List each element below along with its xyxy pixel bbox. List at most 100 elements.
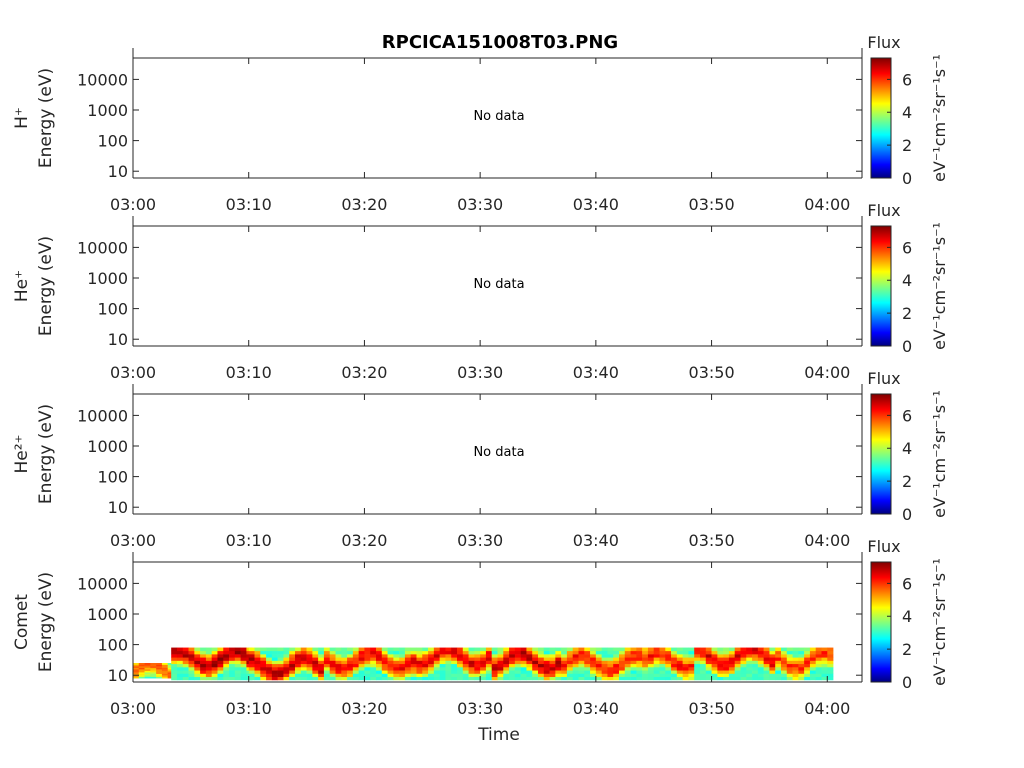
spectrogram-cell <box>277 654 284 658</box>
y-tick-label: 1000 <box>87 605 128 624</box>
spectrogram-cell <box>566 676 574 681</box>
spectrogram-cell <box>254 673 261 678</box>
spectrogram-segment <box>248 647 325 681</box>
spectrogram-cell <box>613 647 620 652</box>
spectrogram-cell <box>474 654 481 658</box>
spectrogram-cell <box>439 663 446 668</box>
colorbar-title: Flux <box>867 537 900 556</box>
spectrogram-cell <box>138 670 145 673</box>
spectrogram-cell <box>306 670 313 674</box>
spectrogram-cell <box>815 663 822 668</box>
spectrogram-cell <box>167 664 174 667</box>
spectrogram-cell <box>485 650 493 655</box>
spectrogram-cell <box>561 667 568 671</box>
spectrogram-cell <box>370 663 377 668</box>
spectrogram-cell <box>457 647 464 652</box>
spectrogram-cell <box>399 650 406 655</box>
spectrogram-cell <box>676 670 683 674</box>
spectrogram-cell <box>254 676 261 681</box>
spectrogram-cell <box>746 650 753 655</box>
spectrogram-cell <box>150 676 157 679</box>
spectrogram-cell <box>549 676 556 681</box>
spectrogram-cell <box>601 670 608 674</box>
spectrogram-cell <box>341 647 348 652</box>
spectrogram-cell <box>532 657 539 661</box>
spectrogram-cell <box>688 670 695 674</box>
spectrogram-cell <box>138 667 145 670</box>
spectrogram-cell <box>595 663 602 668</box>
spectrogram-cell <box>798 667 805 671</box>
spectrogram-cell <box>595 650 602 655</box>
spectrogram-cell <box>150 673 157 676</box>
spectrogram-cell <box>786 676 793 681</box>
spectrogram-cell <box>555 647 562 652</box>
spectrogram-cell <box>205 657 212 661</box>
spectrogram-cell <box>786 663 793 668</box>
spectrogram-cell <box>404 654 412 658</box>
spectrogram-cell <box>497 673 504 678</box>
spectrogram-cell <box>647 670 655 674</box>
spectrogram-cell <box>393 654 400 658</box>
spectrogram-cell <box>485 670 493 674</box>
spectrogram-cell <box>240 650 247 655</box>
spectrogram-cell <box>763 654 770 658</box>
spectrogram-cell <box>176 663 184 668</box>
no-data-message: No data <box>473 445 524 460</box>
spectrogram-cell <box>240 673 247 678</box>
spectrogram-cell <box>468 670 475 674</box>
x-tick-label: 03:10 <box>226 195 272 214</box>
spectrogram-cell <box>194 647 201 652</box>
spectrogram-cell <box>138 664 145 667</box>
spectrogram-cell <box>514 660 521 665</box>
spectrogram-cell <box>561 650 568 655</box>
spectrogram-cell <box>694 650 701 655</box>
spectrogram-cell <box>318 663 325 668</box>
spectrogram-cell <box>555 657 562 661</box>
spectrogram-cell <box>182 650 189 655</box>
spectrogram-cell <box>740 667 747 671</box>
spectrogram-cell <box>370 673 377 678</box>
spectrogram-cell <box>630 647 637 652</box>
spectrogram-cell <box>194 663 201 668</box>
spectrogram-cell <box>248 647 255 652</box>
spectrogram-cell <box>457 663 464 668</box>
spectrogram-cell <box>260 654 267 658</box>
spectrogram-cell <box>566 660 574 665</box>
spectrogram-cell <box>462 673 469 678</box>
spectrogram-cell <box>775 647 782 652</box>
spectrogram-cell <box>194 660 201 665</box>
spectrogram-cell <box>682 670 689 674</box>
spectrogram-cell <box>318 650 325 655</box>
spectrogram-cell <box>138 672 145 674</box>
spectrogram-cell <box>757 654 764 658</box>
spectrogram-cell <box>188 667 195 671</box>
spectrogram-cell <box>630 670 637 674</box>
spectrogram-cell <box>601 663 608 668</box>
spectrogram-cell <box>171 660 178 665</box>
spectrogram-cell <box>347 670 354 674</box>
spectrogram-cell <box>705 670 712 674</box>
spectrogram-cell <box>734 663 741 668</box>
spectrogram-cell <box>167 663 174 665</box>
spectrogram-cell <box>200 673 207 678</box>
panel-he-plus: 03:00 03:10 03:20 03:30 03:40 03:50 04:00 10 100… <box>12 201 949 382</box>
spectrogram-cell <box>590 654 597 658</box>
spectrogram-cell <box>682 676 689 681</box>
colorbar-tick-label: 0 <box>902 169 912 188</box>
spectrogram-cell <box>763 647 770 652</box>
spectrogram-cell <box>171 663 178 668</box>
spectrogram-cell <box>804 667 811 671</box>
spectrogram-cell <box>688 660 695 665</box>
spectrogram-cell <box>474 663 481 668</box>
spectrogram-cell <box>636 650 643 655</box>
spectrogram-cell <box>769 660 776 665</box>
spectrogram-cell <box>671 676 678 681</box>
spectrogram-cell <box>138 669 145 671</box>
spectrogram-cell <box>676 676 683 681</box>
spectrogram-cell <box>133 664 140 667</box>
spectrogram-cell <box>271 663 278 668</box>
spectrogram-cell <box>468 660 475 665</box>
spectrogram-cell <box>809 654 817 658</box>
x-tick-label: 03:20 <box>341 531 387 550</box>
species-label: H⁺ <box>12 107 32 129</box>
